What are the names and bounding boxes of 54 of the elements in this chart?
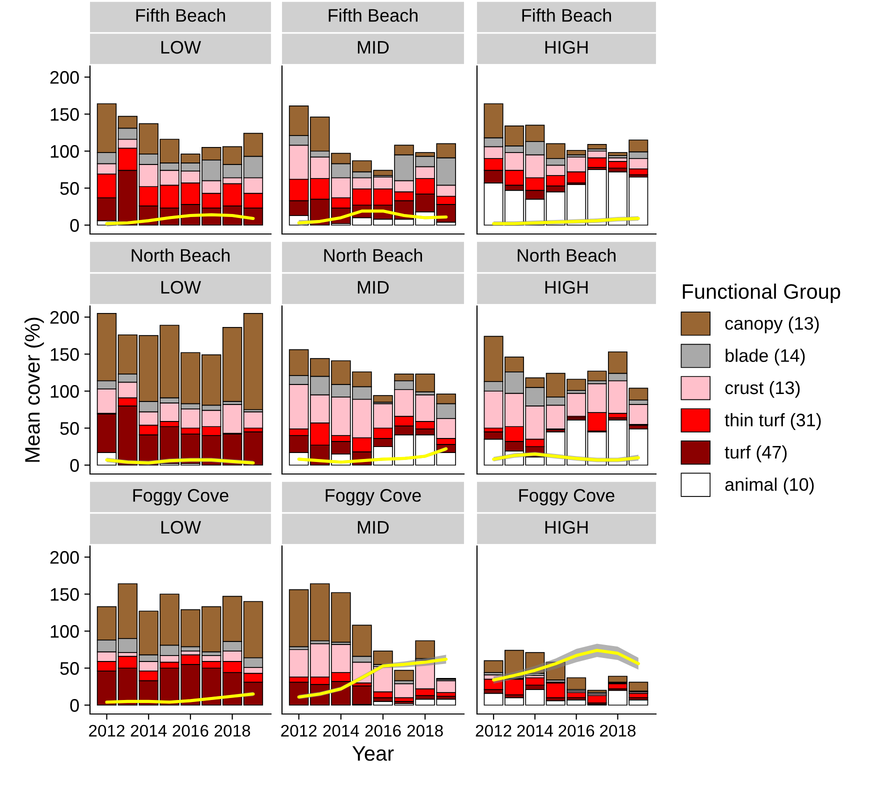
x-axis-title: Year	[352, 746, 394, 761]
chart-title: Fifth Beach	[522, 8, 611, 22]
legend-label: animal (10)	[725, 478, 814, 494]
y-tick-label: 0	[70, 459, 79, 472]
chart-title: Foggy Cove	[519, 489, 614, 506]
y-tick-label: 150	[50, 348, 79, 361]
chart-subtitle: MID	[358, 41, 389, 54]
chart-subtitle: LOW	[161, 280, 202, 294]
chart-subtitle: MID	[358, 281, 389, 294]
chart-title: Foggy Cove	[326, 489, 421, 506]
y-tick-label: 0	[70, 699, 79, 712]
chart-subtitle: HIGH	[545, 40, 588, 54]
x-tick-label: 2014	[323, 724, 359, 737]
chart-title: North Beach	[324, 248, 422, 262]
y-tick-label: 200	[50, 551, 79, 564]
x-tick-label: 2012	[476, 724, 512, 737]
chart-title: Fifth Beach	[328, 8, 418, 22]
y-tick-label: 150	[50, 108, 79, 121]
chart-title: North Beach	[132, 248, 230, 262]
legend-label: thin turf (31)	[724, 413, 821, 430]
legend-label: crust (13)	[725, 380, 800, 398]
chart-title: Foggy Cove	[133, 489, 228, 506]
y-tick-label: 50	[60, 422, 79, 435]
x-tick-label: 2016	[172, 724, 208, 737]
x-tick-label: 2016	[558, 724, 594, 737]
y-axis-title: Mean cover (%)	[24, 318, 44, 462]
y-tick-label: 200	[50, 71, 79, 84]
chart-title: North Beach	[518, 248, 616, 262]
chart-subtitle: LOW	[161, 520, 202, 534]
y-tick-label: 200	[50, 311, 79, 324]
legend-title: Functional Group	[682, 284, 840, 304]
x-tick-label: 2012	[281, 724, 317, 737]
x-tick-label: 2018	[407, 724, 443, 737]
x-tick-label: 2016	[365, 724, 401, 737]
x-tick-label: 2014	[517, 724, 553, 737]
x-tick-label: 2018	[214, 724, 250, 737]
y-tick-label: 50	[60, 182, 79, 195]
chart-title: Fifth Beach	[136, 8, 225, 22]
y-tick-label: 150	[50, 588, 79, 601]
chart-subtitle: HIGH	[545, 280, 588, 294]
y-tick-label: 50	[60, 662, 79, 675]
y-tick-label: 100	[50, 625, 79, 638]
x-tick-label: 2018	[600, 724, 636, 737]
chart-subtitle: LOW	[161, 40, 202, 54]
chart-subtitle: MID	[358, 521, 389, 534]
y-tick-label: 100	[50, 145, 79, 158]
legend-label: blade (14)	[726, 348, 805, 366]
x-tick-label: 2014	[130, 724, 167, 737]
legend-label: turf (47)	[724, 445, 787, 462]
legend-label: canopy (13)	[725, 316, 819, 334]
y-tick-label: 0	[70, 219, 79, 232]
chart-subtitle: HIGH	[545, 520, 588, 534]
y-tick-label: 100	[50, 385, 79, 398]
x-tick-label: 2012	[89, 724, 124, 737]
